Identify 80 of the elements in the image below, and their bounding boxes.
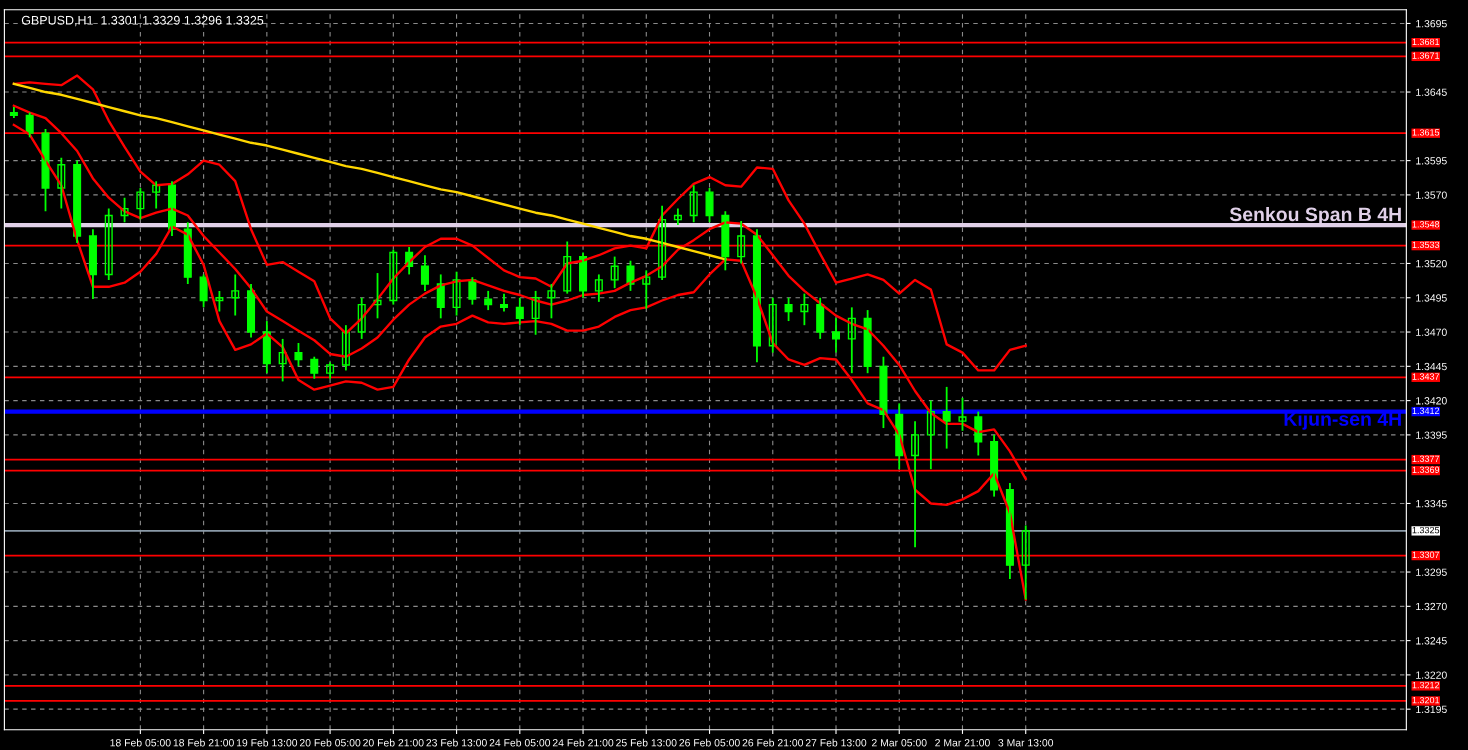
candlestick <box>610 255 619 290</box>
ref-line-label: 1.3369 <box>1412 466 1440 473</box>
y-tick-label: 1.3420 <box>1416 397 1447 405</box>
ref-line-label: 1.3412 <box>1412 407 1440 414</box>
candlestick <box>136 187 145 221</box>
ref-line-label: 1.3671 <box>1412 52 1440 59</box>
y-tick-label: 1.3220 <box>1416 671 1447 679</box>
candlestick <box>373 272 382 320</box>
y-tick-label: 1.3595 <box>1416 157 1447 165</box>
candlestick <box>847 306 856 375</box>
ref-line-label: 1.3201 <box>1412 696 1440 704</box>
x-tick-label: 27 Feb 13:00 <box>805 738 867 747</box>
x-tick-label: 2 Mar 21:00 <box>935 739 990 747</box>
ref-line-label: 1.3681 <box>1412 38 1440 46</box>
candlestick <box>452 270 461 317</box>
ref-line-label: 1.3377 <box>1412 455 1440 462</box>
candlestick <box>531 289 540 336</box>
y-tick-label: 1.3570 <box>1416 191 1447 199</box>
candlestick <box>594 273 603 303</box>
chart-title: GBPUSD,H1 1.3301 1.3329 1.3296 1.3325 <box>21 15 264 27</box>
y-tick-label: 1.3195 <box>1416 705 1447 714</box>
ref-line-label: 1.3212 <box>1412 681 1440 689</box>
candlestick <box>926 399 935 471</box>
line-series <box>12 82 727 261</box>
candlestick <box>152 180 161 210</box>
y-tick-label: 1.3395 <box>1416 431 1447 439</box>
candlestick <box>547 283 556 320</box>
ref-line-label: 1.3548 <box>1412 221 1440 228</box>
candlestick <box>341 324 350 372</box>
annotation: Kijun-sen 4H <box>1284 411 1401 430</box>
x-tick-label: 23 Feb 13:00 <box>426 738 487 747</box>
candlestick <box>120 196 129 224</box>
candlestick <box>1021 524 1030 601</box>
x-tick-label: 2 Mar 05:00 <box>871 739 927 747</box>
annotation: Senkou Span B 4H <box>1229 206 1401 226</box>
candlestick <box>41 128 50 213</box>
candlestick <box>326 361 335 380</box>
y-tick-label: 1.3470 <box>1416 328 1447 336</box>
candlestick <box>689 184 698 224</box>
candlestick <box>800 292 809 327</box>
ref-line-label: 1.3325 <box>1412 526 1440 534</box>
x-tick-label: 26 Feb 05:00 <box>679 738 740 747</box>
candlestick <box>737 220 746 265</box>
ref-line-label: 1.3533 <box>1412 241 1440 249</box>
candlestick <box>673 207 682 226</box>
x-tick-label: 25 Feb 13:00 <box>616 738 677 747</box>
candlestick <box>563 240 572 295</box>
candlestick <box>231 273 240 317</box>
x-tick-label: 20 Feb 21:00 <box>363 738 424 747</box>
x-tick-label: 18 Feb 05:00 <box>110 738 171 747</box>
candlestick <box>911 420 920 549</box>
x-tick-label: 26 Feb 21:00 <box>742 738 804 747</box>
y-tick-label: 1.3270 <box>1416 602 1447 611</box>
y-tick-label: 1.3445 <box>1416 362 1447 371</box>
ref-line-label: 1.3307 <box>1412 551 1440 558</box>
x-tick-label: 24 Feb 21:00 <box>552 738 614 747</box>
x-tick-label: 20 Feb 05:00 <box>299 738 361 747</box>
y-tick-label: 1.3245 <box>1416 637 1447 645</box>
candlestick <box>958 396 967 432</box>
x-tick-label: 24 Feb 05:00 <box>489 738 551 747</box>
ref-line-label: 1.3615 <box>1412 129 1440 136</box>
x-tick-label: 19 Feb 13:00 <box>236 738 298 747</box>
y-tick-label: 1.3495 <box>1416 294 1447 302</box>
candlestick <box>278 337 287 383</box>
candlestick <box>215 289 224 313</box>
x-tick-label: 18 Feb 21:00 <box>173 738 234 747</box>
candlestick <box>357 296 366 340</box>
candlestick <box>658 204 667 281</box>
candlestick <box>642 269 651 310</box>
y-tick-label: 1.3520 <box>1416 259 1447 268</box>
ref-line-label: 1.3437 <box>1412 373 1440 380</box>
y-tick-label: 1.3295 <box>1416 568 1447 576</box>
candlestick <box>57 156 66 210</box>
y-tick-label: 1.3345 <box>1416 499 1447 508</box>
candlestick <box>389 248 398 306</box>
y-tick-label: 1.3645 <box>1416 88 1447 96</box>
candlestick <box>104 207 113 281</box>
y-tick-label: 1.3695 <box>1416 19 1447 28</box>
x-tick-label: 3 Mar 13:00 <box>998 739 1054 747</box>
candlestick <box>768 296 777 354</box>
